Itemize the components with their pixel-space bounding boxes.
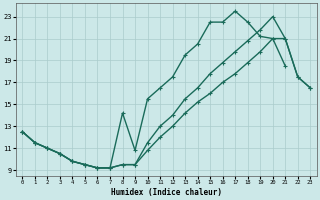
X-axis label: Humidex (Indice chaleur): Humidex (Indice chaleur) [111, 188, 222, 197]
